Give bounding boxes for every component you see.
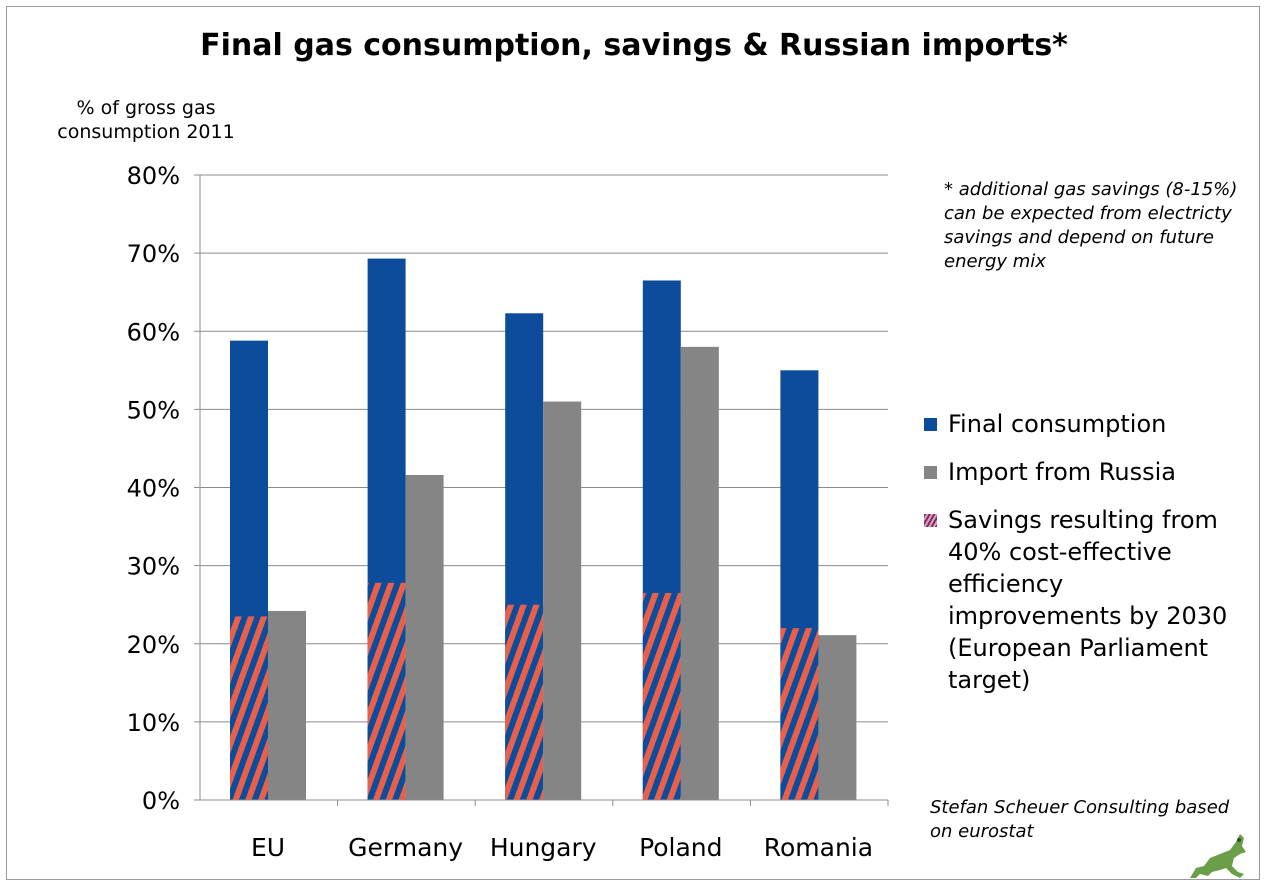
- y-tick-label: 60%: [127, 318, 180, 346]
- bar-savings-hatched: [367, 582, 406, 800]
- footnote: * additional gas savings (8-15%) can be …: [944, 179, 1238, 272]
- x-tick-label: Germany: [348, 833, 463, 862]
- legend-label: Import from Russia: [948, 458, 1176, 486]
- y-tick-label: 0%: [142, 787, 180, 815]
- bar-import-from-russia: [543, 401, 582, 800]
- legend-item-import-from-russia: Import from Russia: [924, 456, 1244, 488]
- bar-import-from-russia: [268, 610, 306, 800]
- y-tick-label: 50%: [127, 396, 180, 424]
- bar-import-from-russia: [680, 346, 719, 800]
- y-tick-label: 20%: [127, 631, 180, 659]
- legend-swatch-gray: [924, 466, 937, 479]
- x-tick-label: Poland: [639, 833, 722, 862]
- bar-savings-hatched: [642, 592, 681, 800]
- y-tick-label: 30%: [127, 553, 180, 581]
- x-tick-label: Romania: [764, 833, 873, 862]
- bar-savings-hatched: [230, 616, 268, 800]
- legend-label: Savings resulting from 40% cost-effectiv…: [948, 506, 1228, 694]
- bar-savings-hatched: [505, 604, 544, 800]
- x-tick-label: EU: [251, 833, 285, 862]
- chart-title: Final gas consumption, savings & Russian…: [200, 28, 1068, 63]
- legend-label: Final consumption: [948, 410, 1167, 438]
- y-tick-label: 80%: [127, 162, 180, 190]
- legend-item-savings: Savings resulting from 40% cost-effectiv…: [924, 504, 1244, 696]
- y-tick-label: 40%: [127, 475, 180, 503]
- bar-import-from-russia: [405, 475, 444, 800]
- y-axis-label: % of gross gas consumption 2011: [57, 97, 235, 143]
- bar-savings-hatched: [780, 628, 819, 800]
- chart-frame: [6, 6, 1260, 880]
- y-tick-label: 10%: [127, 709, 180, 737]
- y-tick-label: 70%: [127, 240, 180, 268]
- legend: Final consumption Import from Russia Sav…: [924, 408, 1244, 712]
- frog-logo-icon: [1190, 834, 1246, 878]
- legend-swatch-blue: [924, 418, 937, 431]
- legend-swatch-hatched: [924, 514, 937, 527]
- legend-item-final-consumption: Final consumption: [924, 408, 1244, 440]
- x-tick-label: Hungary: [490, 833, 597, 862]
- credit: Stefan Scheuer Consulting based on euros…: [930, 797, 1230, 842]
- bar-import-from-russia: [818, 635, 857, 800]
